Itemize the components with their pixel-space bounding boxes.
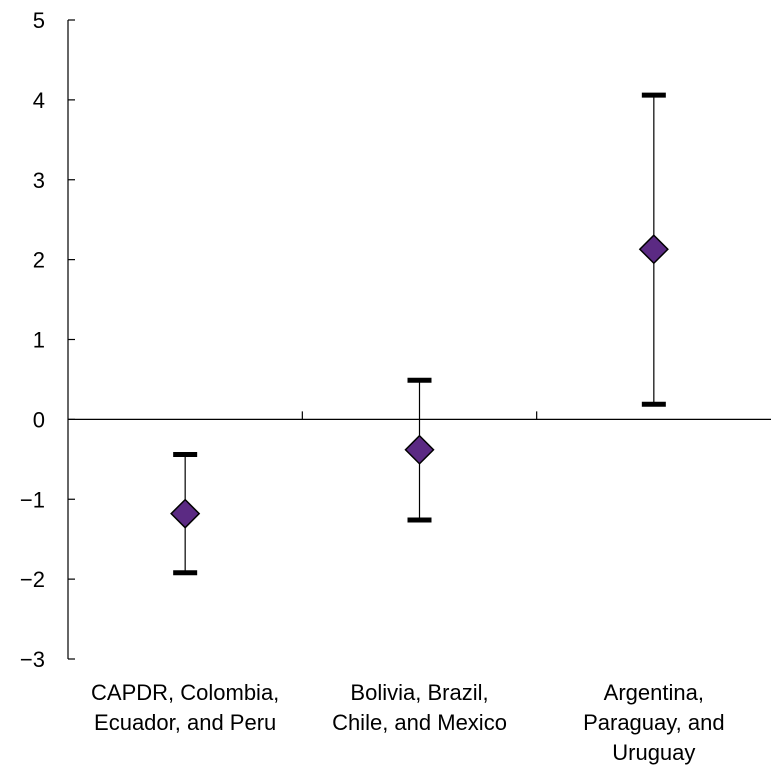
category-label: Bolivia, Brazil, Chile, and Mexico bbox=[332, 680, 507, 735]
data-point-diamond bbox=[638, 234, 669, 265]
category-label-line: Chile, and Mexico bbox=[332, 710, 507, 735]
y-tick-label: 3 bbox=[33, 168, 45, 193]
y-tick-label: 5 bbox=[33, 8, 45, 33]
category-label-line: Ecuador, and Peru bbox=[94, 710, 276, 735]
category-label: CAPDR, Colombia, Ecuador, and Peru bbox=[91, 680, 279, 735]
data-point-diamond bbox=[404, 434, 435, 465]
y-tick-label: 0 bbox=[33, 407, 45, 432]
x-labels: CAPDR, Colombia, Ecuador, and Peru Bolivia… bbox=[91, 680, 725, 765]
y-tick-label: −3 bbox=[20, 647, 45, 672]
category-label-line: Argentina, bbox=[604, 680, 704, 705]
y-tick-label: 4 bbox=[33, 88, 45, 113]
category-label: Argentina, Paraguay, and Uruguay bbox=[583, 680, 724, 765]
y-ticks: −3 −2 −1 0 1 2 3 4 5 bbox=[20, 8, 75, 672]
axes bbox=[67, 20, 771, 659]
y-tick-label: −2 bbox=[20, 567, 45, 592]
data-point-diamond bbox=[170, 498, 201, 529]
y-tick-label: 2 bbox=[33, 248, 45, 273]
y-tick-label: 1 bbox=[33, 328, 45, 353]
category-label-line: Bolivia, Brazil, bbox=[350, 680, 488, 705]
category-label-line: Paraguay, and bbox=[583, 710, 724, 735]
marks bbox=[170, 92, 669, 576]
y-tick-label: −1 bbox=[20, 487, 45, 512]
category-label-line: CAPDR, Colombia, bbox=[91, 680, 279, 705]
category-label-line: Uruguay bbox=[612, 740, 695, 765]
